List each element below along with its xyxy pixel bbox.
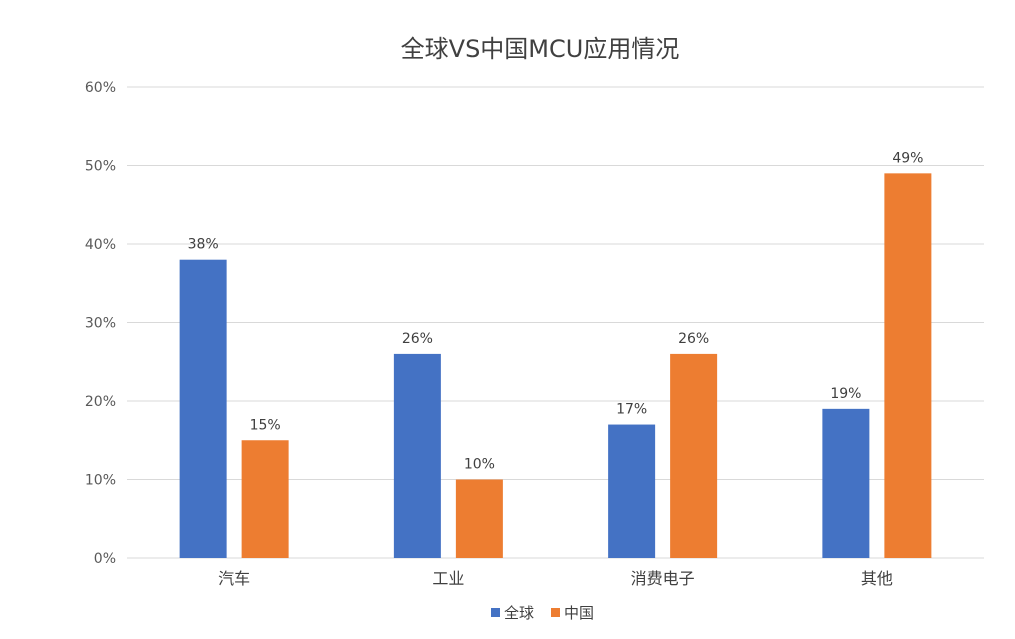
data-labels: 38% 15% 26% 10% 17% 26% 19% 49% [188, 150, 924, 472]
legend-label: 全球 [504, 604, 534, 622]
data-label: 17% [616, 402, 647, 418]
y-tick-label: 0% [94, 551, 116, 567]
y-tick-label: 50% [85, 159, 116, 175]
bar-全球-工业 [393, 353, 441, 558]
bars [179, 173, 932, 558]
x-category-label: 消费电子 [631, 569, 695, 588]
bar-中国-汽车 [241, 440, 289, 558]
x-category-label: 汽车 [218, 569, 250, 588]
bar-中国-其他 [884, 173, 932, 558]
legend-swatch-0 [491, 608, 500, 617]
y-tick-label: 30% [85, 316, 116, 332]
legend: 全球 中国 [491, 604, 594, 622]
data-label: 15% [250, 417, 281, 433]
y-axis-ticks: 0% 10% 20% 30% 40% 50% 60% [85, 80, 116, 567]
y-tick-label: 60% [85, 80, 116, 96]
data-label: 19% [830, 386, 861, 402]
data-label: 26% [678, 331, 709, 347]
bar-全球-汽车 [179, 259, 227, 558]
x-category-label: 其他 [861, 569, 893, 588]
x-category-label: 工业 [432, 569, 464, 588]
bar-中国-工业 [455, 479, 503, 558]
legend-swatch-1 [551, 608, 560, 617]
data-label: 10% [464, 457, 495, 473]
bar-中国-消费电子 [670, 353, 718, 558]
chart-title: 全球VS中国MCU应用情况 [401, 35, 680, 63]
x-axis-categories: 汽车 工业 消费电子 其他 [218, 569, 893, 588]
bar-全球-消费电子 [608, 424, 656, 558]
data-label: 49% [892, 150, 923, 166]
y-tick-label: 40% [85, 237, 116, 253]
y-tick-label: 20% [85, 394, 116, 410]
legend-label: 中国 [564, 604, 594, 622]
y-tick-label: 10% [85, 473, 116, 489]
data-label: 38% [188, 237, 219, 253]
bar-全球-其他 [822, 408, 870, 558]
data-label: 26% [402, 331, 433, 347]
